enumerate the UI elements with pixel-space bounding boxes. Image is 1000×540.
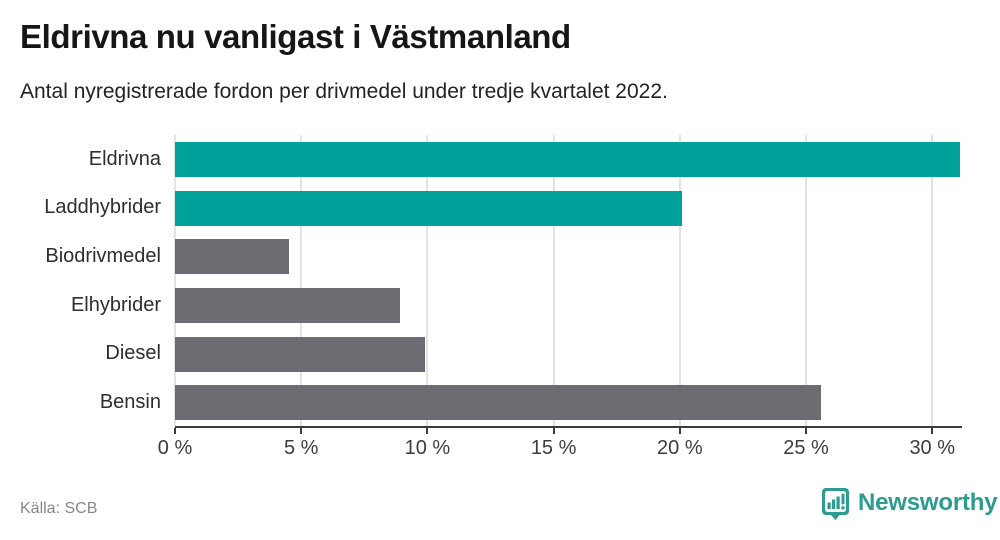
brand-logo: Newsworthy: [822, 488, 998, 520]
x-tick-label-20%: 20 %: [657, 437, 703, 459]
y-axis-labels: Eldrivna Laddhybrider Biodrivmedel Elhybrid…: [0, 135, 161, 427]
y-label-bensin: Bensin: [99, 391, 161, 414]
x-tick-label-15%: 15 %: [530, 437, 577, 459]
x-tick-label-0%: 0 %: [157, 437, 193, 459]
page-title: Eldrivna nu vanligast i Västmanland: [20, 18, 571, 55]
gridline-20%: [678, 135, 681, 427]
chart-subtitle: Antal nyregistrerade fordon per drivmede…: [20, 80, 668, 103]
y-label-biodrivmedel: Biodrivmedel: [45, 245, 161, 268]
plot-area: [174, 135, 960, 427]
bar-diesel: [175, 336, 425, 372]
x-axis-line: [175, 426, 962, 428]
x-axis: 0 % 5 % 10 % 15 % 20 % 25 % 30 %: [158, 426, 962, 486]
gridline-25%: [805, 135, 808, 427]
bar-bensin: [175, 385, 822, 421]
source-note: Källa: SCB: [20, 500, 98, 517]
bar-eldrivna: [175, 141, 960, 177]
bar-elhybrider: [175, 287, 400, 323]
gridline-30%: [931, 135, 934, 427]
x-tick-30%: [931, 428, 934, 434]
y-label-laddhybrider: Laddhybrider: [44, 196, 161, 219]
x-tick-20%: [678, 428, 681, 434]
x-tick-label-30%: 30 %: [909, 437, 956, 459]
gridline-10%: [426, 135, 429, 427]
gridline-5%: [300, 135, 303, 427]
y-label-eldrivna: Eldrivna: [88, 147, 161, 170]
bar-biodrivmedel: [175, 239, 289, 275]
gridline-0%: [174, 135, 176, 427]
x-tick-5%: [300, 428, 303, 434]
x-tick-15%: [552, 428, 555, 434]
gridline-15%: [552, 135, 555, 427]
brand-name: Newsworthy: [858, 489, 998, 516]
bar-laddhybrider: [175, 190, 683, 226]
x-tick-label-5%: 5 %: [283, 437, 319, 459]
x-tick-0%: [174, 428, 176, 434]
newsworthy-chart-bubble-icon: [822, 488, 849, 520]
x-tick-label-25%: 25 %: [783, 437, 829, 459]
x-tick-label-10%: 10 %: [404, 437, 451, 459]
x-tick-10%: [426, 428, 429, 434]
y-label-elhybrider: Elhybrider: [70, 293, 161, 316]
x-tick-25%: [805, 428, 808, 434]
y-label-diesel: Diesel: [105, 342, 161, 365]
